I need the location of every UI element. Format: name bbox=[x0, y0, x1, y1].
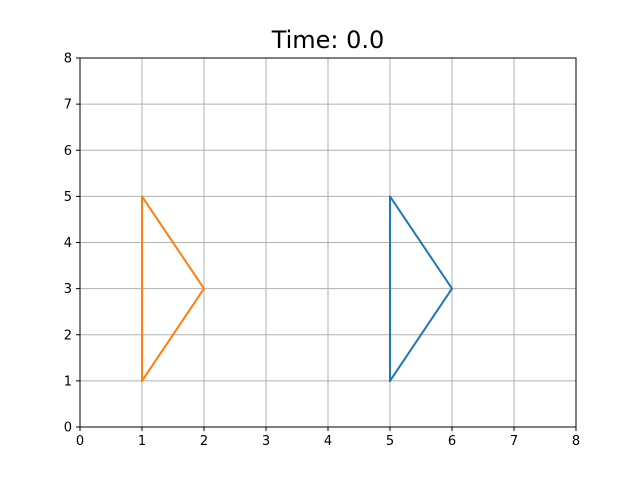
x-tick-label: 3 bbox=[262, 434, 270, 449]
x-tick-label: 0 bbox=[76, 434, 84, 449]
x-tick-label: 7 bbox=[510, 434, 518, 449]
y-tick-label: 8 bbox=[64, 52, 72, 67]
series-line-0 bbox=[388, 195, 453, 383]
x-tick-label: 1 bbox=[138, 434, 146, 449]
x-tick-label: 4 bbox=[324, 434, 332, 449]
plot-series bbox=[140, 195, 453, 383]
x-tick-label: 6 bbox=[448, 434, 456, 449]
grid bbox=[79, 57, 577, 428]
chart-title: Time: 0.0 bbox=[271, 26, 385, 54]
axis-ticks: 0 1 2 3 4 5 6 7 8 0 1 2 3 4 5 6 7 8 bbox=[64, 52, 580, 450]
x-tick-label: 5 bbox=[386, 434, 394, 449]
x-tick-label: 8 bbox=[572, 434, 580, 449]
y-tick-label: 2 bbox=[64, 328, 72, 343]
x-tick-label: 2 bbox=[200, 434, 208, 449]
series-line-1 bbox=[140, 195, 205, 383]
y-tick-label: 5 bbox=[64, 190, 72, 205]
y-tick-label: 0 bbox=[64, 421, 72, 436]
y-tick-label: 4 bbox=[64, 236, 72, 251]
y-tick-label: 6 bbox=[64, 144, 72, 159]
y-tick-label: 3 bbox=[64, 282, 72, 297]
y-tick-label: 1 bbox=[64, 374, 72, 389]
y-tick-label: 7 bbox=[64, 98, 72, 113]
